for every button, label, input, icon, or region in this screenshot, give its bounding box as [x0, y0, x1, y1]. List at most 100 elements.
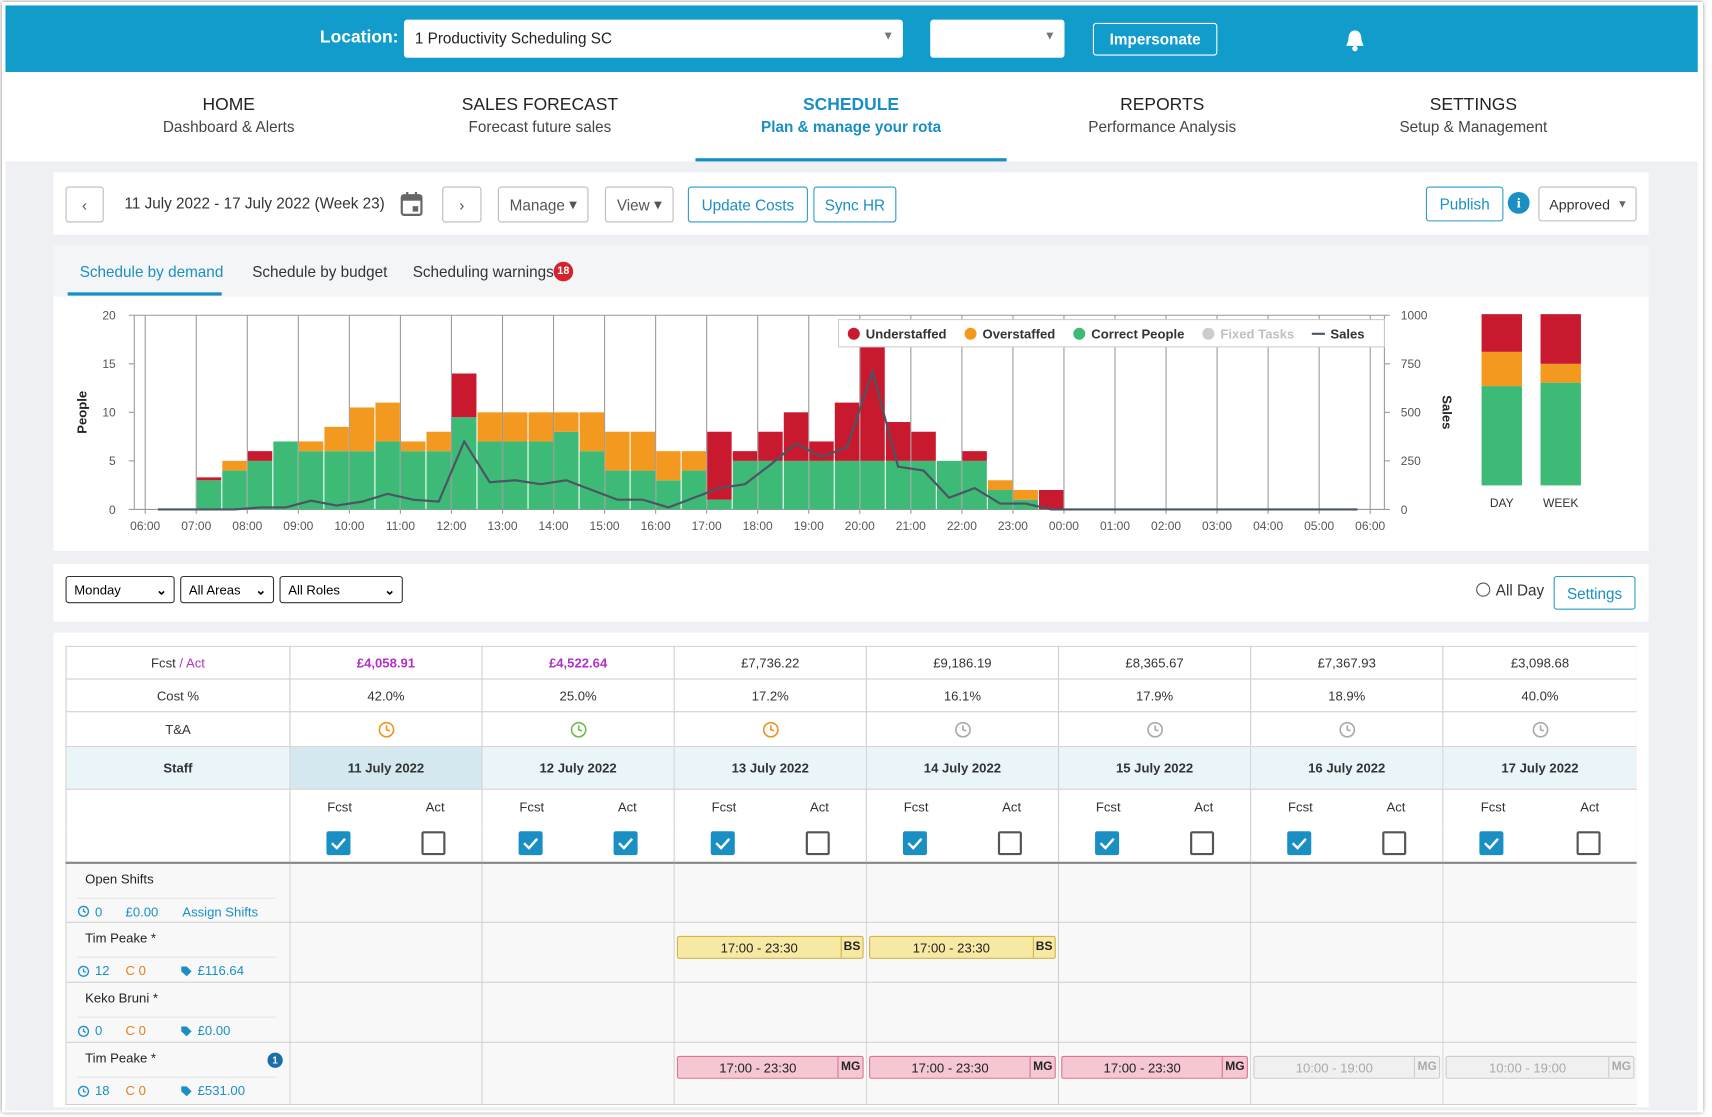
- manage-dropdown[interactable]: Manage ▾: [497, 186, 589, 223]
- next-week-button[interactable]: ›: [442, 186, 482, 223]
- checkbox[interactable]: [1382, 830, 1407, 855]
- shift-block[interactable]: 17:00 - 23:30 BS: [676, 935, 864, 959]
- location-value: 1 Productivity Scheduling SC: [414, 29, 613, 47]
- impersonate-button[interactable]: Impersonate: [1092, 22, 1218, 56]
- shift-block[interactable]: 10:00 - 19:00 MG: [1253, 1055, 1441, 1079]
- shift-time: 17:00 - 23:30: [719, 1059, 797, 1075]
- staff-cost: £116.64: [197, 963, 245, 979]
- checkbox[interactable]: [710, 830, 735, 855]
- nav-bar: [5, 71, 1698, 162]
- status-select[interactable]: Approved ▼: [1538, 186, 1637, 222]
- checkbox[interactable]: [1094, 830, 1119, 855]
- nav-item[interactable]: SALES FORECAST Forecast future sales: [384, 96, 695, 135]
- checkbox[interactable]: [1190, 830, 1215, 855]
- checkbox-cell: [289, 824, 483, 864]
- day-date: 12 July 2022: [481, 746, 675, 790]
- roles-value: All Roles: [288, 581, 340, 598]
- secondary-select[interactable]: ▼: [930, 19, 1065, 58]
- x-tick-label: 20:00: [845, 519, 875, 533]
- shift-block[interactable]: 17:00 - 23:30 MG: [869, 1055, 1056, 1079]
- act-label: Act: [1580, 799, 1600, 815]
- ta-hands: [577, 724, 582, 732]
- ta-hands: [769, 724, 774, 732]
- bar-segment: [375, 441, 400, 510]
- staff-row: Tim Peake * 1 18 C 0 £531.00 17:00 - 23:30 MG 1…: [65, 1041, 1637, 1105]
- x-tick-label: 10:00: [334, 519, 364, 533]
- publish-button[interactable]: Publish: [1425, 186, 1504, 222]
- bar-segment: [426, 431, 451, 452]
- checkbox[interactable]: [998, 830, 1023, 855]
- checkbox[interactable]: [902, 830, 927, 855]
- check-mark: [1484, 837, 1500, 850]
- checkbox[interactable]: [326, 830, 351, 855]
- y-axis-title: People: [74, 391, 89, 434]
- shift-block[interactable]: 17:00 - 23:30 MG: [676, 1055, 864, 1079]
- nav-item[interactable]: HOME Dashboard & Alerts: [73, 96, 384, 135]
- roles-select[interactable]: All Roles ⌄: [279, 575, 403, 604]
- x-tick-label: 09:00: [283, 519, 313, 533]
- bar-segment: [885, 422, 911, 461]
- act-label: Act: [1002, 799, 1022, 815]
- tab[interactable]: Scheduling warnings: [412, 262, 554, 281]
- bar-segment: [247, 460, 273, 510]
- nav-item[interactable]: SCHEDULE Plan & manage your rota: [695, 96, 1006, 135]
- fcst-label: Fcst: [711, 799, 737, 815]
- checkbox[interactable]: [518, 830, 543, 855]
- tab-underline: [67, 292, 222, 296]
- shift-block[interactable]: 17:00 - 23:30 MG: [1061, 1055, 1248, 1079]
- areas-select[interactable]: All Areas ⌄: [180, 575, 275, 604]
- assign-shifts-link[interactable]: Assign Shifts: [182, 903, 259, 919]
- tab[interactable]: Schedule by budget: [252, 262, 388, 281]
- checkbox[interactable]: [421, 830, 446, 855]
- nav-title: SETTINGS: [1429, 95, 1518, 115]
- nav-item[interactable]: REPORTS Performance Analysis: [1007, 96, 1318, 135]
- location-select[interactable]: 1 Productivity Scheduling SC ▼: [403, 19, 903, 58]
- settings-button[interactable]: Settings: [1553, 575, 1636, 610]
- x-tick-label: 19:00: [794, 519, 824, 533]
- tab[interactable]: Schedule by demand: [79, 262, 224, 281]
- bell-icon[interactable]: [1344, 28, 1366, 52]
- clock-circle: [77, 1085, 90, 1097]
- ta-icon: [954, 721, 971, 738]
- ta-icon: [762, 721, 779, 738]
- ta-icon: [1532, 721, 1548, 738]
- staff-cost: £0.00: [197, 1023, 231, 1039]
- fcst-act-header: Fcst Act: [673, 788, 867, 825]
- shift-cell: 17:00 - 23:30 BS: [673, 921, 867, 983]
- checkbox[interactable]: [1479, 830, 1504, 855]
- update-costs-button[interactable]: Update Costs: [687, 186, 808, 223]
- day-ta: [865, 711, 1060, 748]
- legend-label: Correct People: [1091, 327, 1184, 342]
- ta-circle: [1146, 721, 1163, 738]
- fcst-act-labels: Fcst Act: [1059, 799, 1250, 814]
- ta-icon: [378, 721, 394, 738]
- checkbox[interactable]: [613, 830, 638, 855]
- shift-block[interactable]: 10:00 - 19:00 MG: [1445, 1055, 1635, 1079]
- fcst-act-header: Fcst Act: [481, 788, 675, 825]
- shift-cell: [1442, 861, 1637, 923]
- sync-hr-button[interactable]: Sync HR: [813, 186, 897, 223]
- day-cost: 17.2%: [673, 678, 867, 713]
- fcst-label: Fcst: [327, 799, 353, 815]
- bar-segment: [758, 431, 783, 461]
- summary-bar-segment: [1481, 386, 1522, 486]
- caret: ▼: [1617, 197, 1628, 210]
- staff-contract: C 0: [125, 1023, 146, 1039]
- prev-week-button[interactable]: ‹: [65, 186, 104, 223]
- checkbox-pair: [1059, 830, 1250, 855]
- shift-block[interactable]: 17:00 - 23:30 BS: [869, 935, 1056, 959]
- bar-segment: [222, 460, 247, 471]
- calendar-icon[interactable]: [400, 191, 424, 217]
- nav-item[interactable]: SETTINGS Setup & Management: [1318, 96, 1629, 135]
- all-day-radio[interactable]: [1476, 582, 1491, 597]
- day-select[interactable]: Monday ⌄: [65, 575, 175, 604]
- ta-circle: [378, 721, 394, 738]
- checkbox[interactable]: [1576, 830, 1601, 855]
- fcst-act-labels: Fcst Act: [675, 799, 866, 814]
- checkbox[interactable]: [1286, 830, 1311, 855]
- checkbox[interactable]: [806, 830, 831, 855]
- view-dropdown[interactable]: View ▾: [604, 186, 674, 223]
- info-icon[interactable]: i: [1507, 191, 1530, 214]
- legend-marker: [1073, 327, 1086, 340]
